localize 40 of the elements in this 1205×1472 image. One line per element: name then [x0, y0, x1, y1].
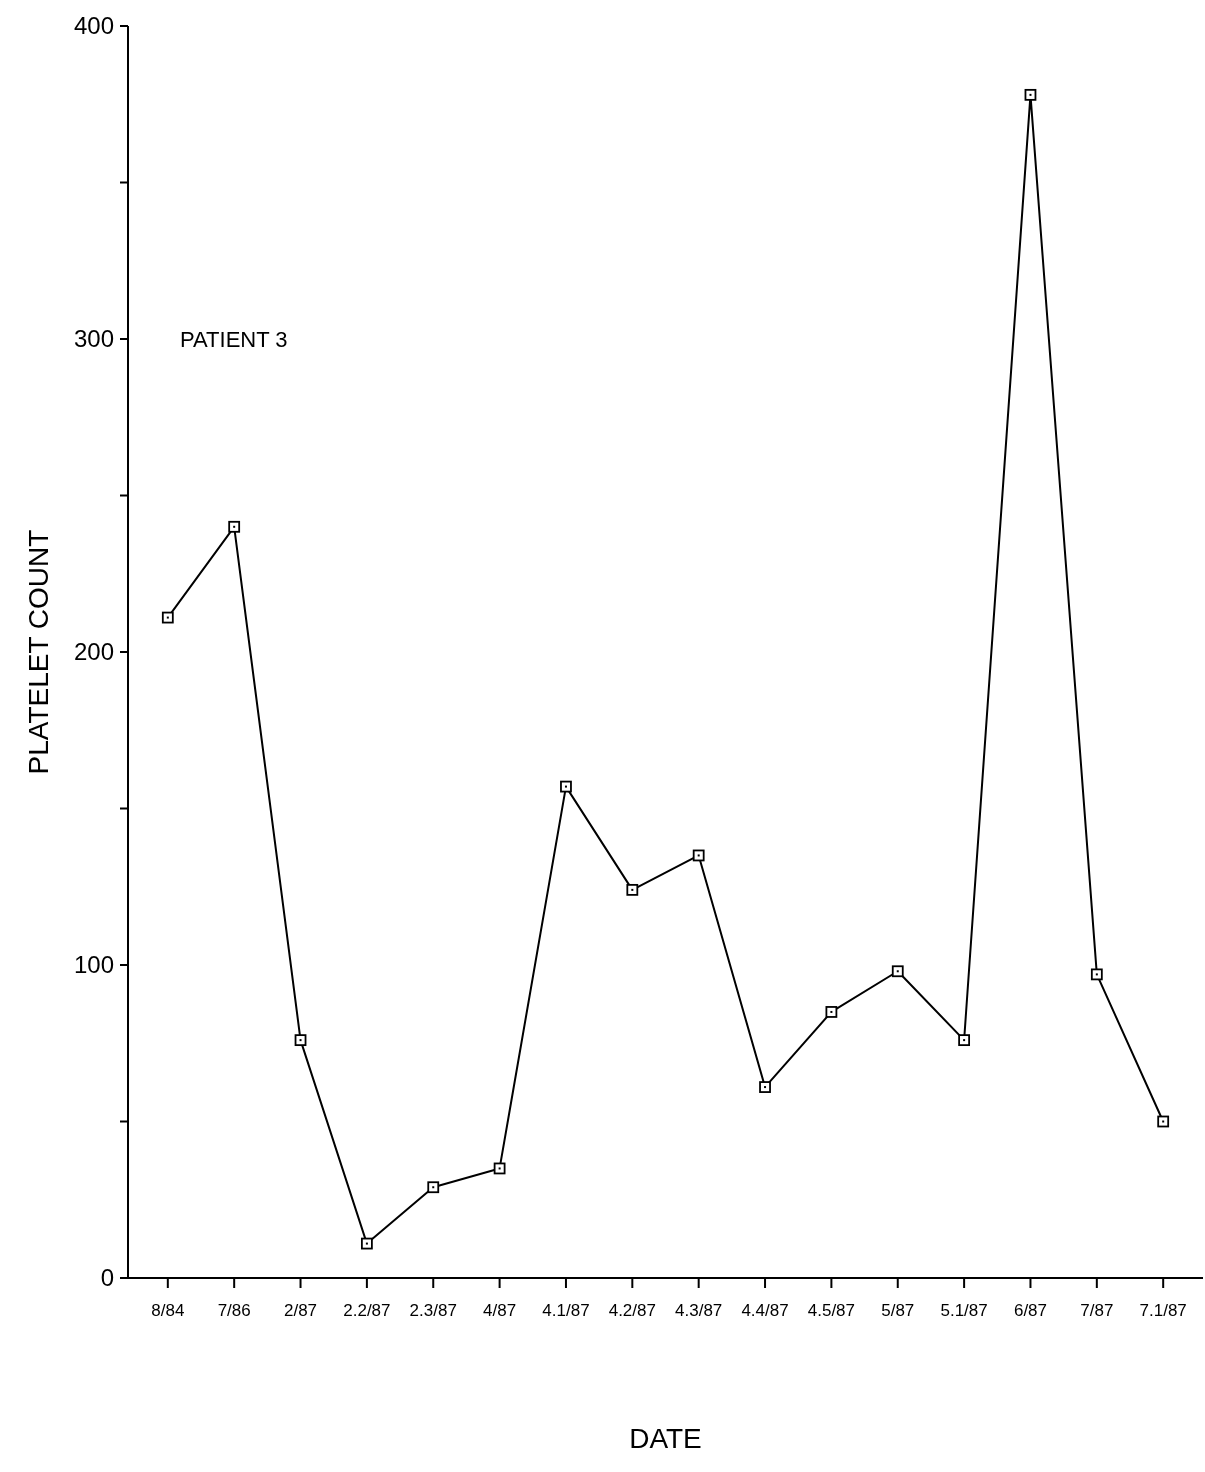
point	[427, 1181, 440, 1194]
x-tick-label: 2/87	[283, 1301, 318, 1320]
point	[759, 1081, 771, 1093]
y-tick-label: 300	[73, 325, 114, 353]
point	[228, 520, 241, 533]
x-tick-label: 4.2/87	[608, 1301, 656, 1320]
point	[825, 1006, 838, 1018]
y-tick-label: 0	[100, 1264, 114, 1292]
point	[692, 849, 705, 862]
point	[294, 1034, 307, 1047]
x-tick-label: 5.1/87	[940, 1301, 988, 1320]
x-tick-label: 7/87	[1080, 1301, 1114, 1320]
y-tick-label: 400	[73, 12, 114, 40]
point	[626, 883, 639, 896]
annotation: PATIENT 3	[180, 326, 288, 352]
x-tick-label: 4.1/87	[542, 1301, 590, 1320]
point	[360, 1237, 373, 1250]
x-tick-label: 4.4/87	[741, 1301, 789, 1320]
point	[493, 1162, 506, 1175]
x-tick-label: 7/86	[217, 1301, 251, 1320]
point	[1090, 968, 1103, 981]
point	[891, 965, 904, 978]
x-tick-label: 2.2/87	[343, 1301, 391, 1320]
x-axis-title: DATE	[629, 1423, 702, 1454]
y-tick-label: 200	[73, 638, 114, 666]
point	[1157, 1115, 1170, 1128]
x-tick-label: 4/87	[483, 1301, 517, 1320]
x-tick-label: 7.1/87	[1139, 1301, 1187, 1320]
x-tick-label: 5/87	[881, 1301, 915, 1320]
point	[560, 780, 572, 793]
x-tick-label: 8/84	[151, 1301, 185, 1320]
y-tick-label: 100	[73, 951, 114, 979]
x-tick-label: 6/87	[1013, 1301, 1048, 1320]
point	[958, 1034, 971, 1047]
x-tick-label: 2.3/87	[409, 1301, 457, 1320]
y-axis-title: PLATELET COUNT	[23, 529, 54, 775]
point	[161, 611, 174, 624]
x-tick-label: 4.3/87	[675, 1301, 723, 1320]
x-tick-label: 4.5/87	[807, 1301, 856, 1320]
point	[1024, 88, 1037, 101]
